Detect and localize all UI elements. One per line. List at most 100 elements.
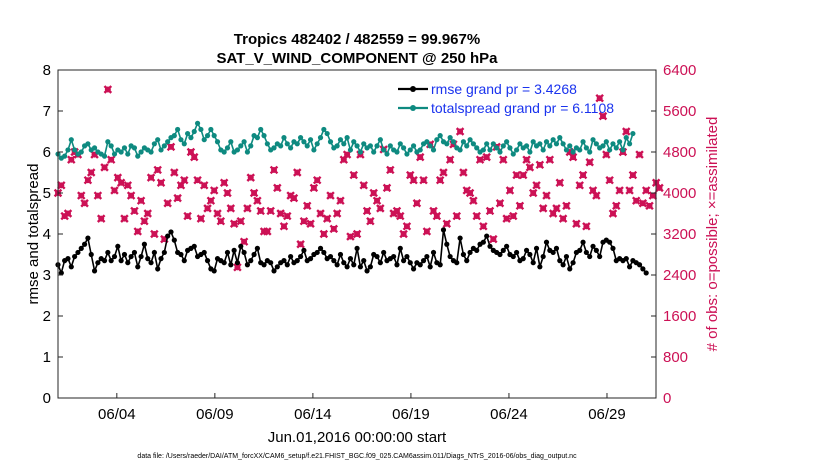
totalspread-point	[264, 141, 270, 147]
totalspread-point	[72, 147, 78, 153]
obs-possible-point	[340, 156, 347, 163]
obs-possible-point	[320, 231, 327, 237]
totalspread-point	[580, 139, 586, 145]
totalspread-point	[480, 147, 486, 153]
totalspread-point	[457, 147, 463, 153]
obs-possible-point	[217, 218, 224, 225]
obs-possible-point	[191, 154, 198, 161]
totalspread-point	[590, 137, 596, 143]
totalspread-point	[175, 126, 181, 133]
obs-possible-point	[417, 154, 424, 161]
obs-possible-point	[623, 128, 630, 135]
y-tick-label: 3	[43, 267, 51, 284]
obs-possible-point	[576, 182, 583, 189]
obs-possible-point	[151, 231, 158, 237]
obs-possible-point	[533, 182, 540, 189]
obs-possible-point	[364, 207, 371, 214]
rmse-point	[171, 237, 177, 243]
obs-possible-point	[367, 218, 374, 225]
totalspread-point	[407, 147, 413, 153]
obs-possible-point	[224, 190, 231, 196]
obs-possible-point	[433, 213, 440, 220]
obs-possible-point	[104, 86, 111, 93]
rmse-line	[57, 229, 647, 276]
obs-possible-point	[98, 215, 105, 222]
obs-possible-point	[237, 218, 244, 225]
rmse-point	[331, 258, 337, 264]
obs-possible-point	[540, 205, 547, 212]
obs-possible-point	[639, 200, 646, 207]
y-right-tick-label: 4800	[663, 144, 696, 161]
totalspread-point	[626, 141, 633, 147]
totalspread-point	[258, 126, 264, 133]
obs-possible-point	[500, 156, 507, 163]
totalspread-point	[587, 149, 593, 155]
obs-possible-point	[347, 233, 354, 240]
totalspread-point	[567, 143, 573, 149]
legend-label-rmse: rmse grand pr = 3.4268	[431, 81, 577, 97]
rmse-point	[141, 241, 148, 247]
totalspread-point	[91, 145, 98, 151]
totalspread-point	[214, 139, 221, 145]
rmse-point	[95, 260, 101, 266]
obs-possible-point	[271, 166, 278, 173]
rmse-point	[354, 245, 360, 251]
obs-possible-point	[550, 210, 557, 217]
obs-possible-point	[609, 210, 616, 217]
totalspread-point	[504, 139, 510, 145]
rmse-point	[121, 251, 128, 258]
obs-possible-point	[440, 169, 447, 176]
x-tick-label: 06/09	[196, 406, 234, 423]
totalspread-point	[294, 141, 300, 147]
totalspread-point	[171, 133, 177, 139]
totalspread-point	[118, 149, 124, 155]
obs-possible-point	[211, 187, 218, 194]
totalspread-point	[500, 143, 506, 149]
obs-possible-point	[124, 182, 131, 189]
rmse-point	[460, 251, 467, 258]
obs-possible-point	[447, 156, 454, 163]
totalspread-point	[148, 149, 154, 155]
totalspread-point	[211, 133, 217, 139]
totalspread-point	[194, 120, 201, 126]
totalspread-point	[540, 147, 546, 153]
totalspread-point	[111, 151, 118, 157]
totalspread-point	[327, 139, 334, 145]
rmse-point	[85, 235, 91, 241]
totalspread-point	[108, 143, 114, 149]
totalspread-point	[347, 147, 354, 153]
totalspread-point	[623, 135, 629, 141]
rmse-point	[590, 243, 596, 249]
rmse-point	[204, 258, 211, 264]
obs-possible-point	[280, 223, 287, 230]
y-right-tick-label: 0	[663, 390, 671, 407]
rmse-point	[377, 260, 383, 266]
obs-possible-point	[599, 113, 606, 120]
totalspread-point	[244, 149, 251, 155]
rmse-point	[523, 247, 530, 253]
x-tick-label: 06/14	[294, 406, 332, 423]
totalspread-point	[191, 128, 197, 135]
chart-title: Tropics 482402 / 482559 = 99.967%	[234, 31, 480, 48]
obs-possible-point	[606, 177, 613, 184]
obs-possible-point	[174, 195, 181, 202]
rmse-point	[437, 262, 443, 268]
totalspread-point	[304, 143, 310, 149]
rmse-point	[234, 260, 241, 266]
obs-possible-point	[453, 213, 460, 220]
totalspread-point	[307, 137, 314, 143]
obs-possible-point	[171, 169, 178, 176]
obs-possible-point	[400, 231, 407, 237]
y-tick-label: 0	[43, 390, 51, 407]
obs-possible-point	[111, 187, 118, 194]
rmse-point	[288, 253, 294, 260]
rmse-point	[281, 258, 287, 264]
rmse-point	[357, 264, 364, 270]
obs-possible-point	[437, 177, 444, 184]
obs-possible-point	[234, 264, 241, 271]
totalspread-point	[357, 149, 364, 155]
totalspread-point	[105, 139, 111, 145]
y-tick-label: 6	[43, 144, 51, 161]
obs-possible-point	[148, 174, 155, 181]
rmse-point	[307, 256, 314, 262]
